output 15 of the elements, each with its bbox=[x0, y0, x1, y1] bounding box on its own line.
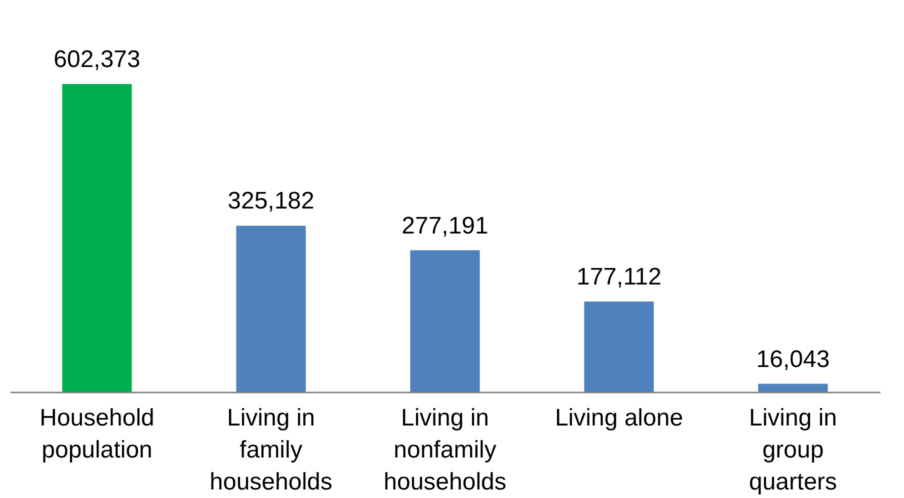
x-tick-label: Household population bbox=[40, 404, 154, 464]
data-label: 277,191 bbox=[402, 212, 488, 240]
data-label: 177,112 bbox=[576, 263, 662, 290]
x-tick-label: Living in nonfamily households bbox=[384, 404, 506, 496]
bar bbox=[584, 301, 654, 392]
bar bbox=[758, 384, 828, 392]
x-tick-label: Living alone bbox=[554, 404, 684, 432]
bar bbox=[410, 250, 480, 392]
bar bbox=[62, 84, 132, 392]
x-tick-label: Living in group quarters bbox=[748, 404, 838, 496]
data-label: 602,373 bbox=[54, 46, 140, 73]
x-tick-label: Living in family households bbox=[210, 404, 332, 496]
bar bbox=[236, 226, 306, 392]
data-label: 16,043 bbox=[756, 346, 830, 373]
data-label: 325,182 bbox=[228, 188, 314, 215]
